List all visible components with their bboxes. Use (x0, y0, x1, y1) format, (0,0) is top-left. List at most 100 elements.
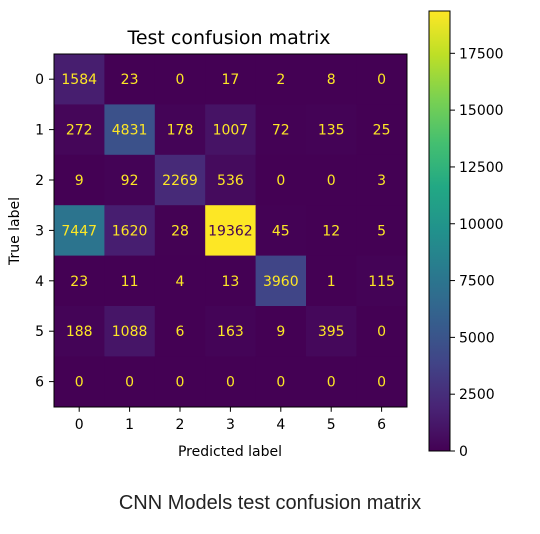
colorbar-tick-label: 7500 (459, 274, 495, 290)
cell-value-label: 0 (276, 173, 285, 189)
cell-value-label: 1088 (112, 324, 148, 340)
cell-value-label: 0 (377, 72, 386, 88)
cell-value-label: 0 (176, 375, 185, 391)
x-axis-label: Predicted label (178, 444, 282, 460)
x-tick-label: 1 (125, 417, 134, 433)
heatmap-cell (205, 154, 257, 206)
cell-value-label: 0 (75, 375, 84, 391)
y-axis-ticks: 0 1 2 3 4 5 6 (35, 72, 54, 391)
cell-value-label: 23 (121, 72, 139, 88)
heatmap-cell (255, 104, 307, 156)
heatmap-cell (205, 356, 257, 408)
heatmap-cells (54, 54, 408, 408)
heatmap-cell (54, 104, 105, 156)
cell-value-label: 1007 (213, 123, 249, 139)
y-tick-label: 3 (35, 223, 44, 239)
heatmap-cell (306, 154, 357, 206)
cell-value-label: 178 (167, 123, 194, 139)
heatmap-cell (104, 306, 156, 357)
heatmap-cell (104, 54, 156, 105)
cell-value-label: 0 (377, 324, 386, 340)
heatmap-cell (306, 356, 357, 408)
heatmap-cell (205, 255, 257, 307)
heatmap-cell (356, 306, 408, 357)
heatmap-cell (255, 154, 307, 206)
cell-value-label: 72 (272, 123, 290, 139)
cell-value-label: 272 (66, 123, 93, 139)
heatmap-cell (104, 104, 156, 156)
colorbar (428, 10, 451, 452)
heatmap-cell (306, 306, 357, 357)
cell-value-label: 0 (125, 375, 134, 391)
heatmap-cell (356, 54, 408, 105)
chart-title: Test confusion matrix (126, 27, 330, 49)
heatmap-cell (205, 205, 257, 257)
heatmap-cell (154, 255, 206, 307)
colorbar-tick-label: 5000 (459, 330, 495, 346)
cell-value-label: 3960 (263, 274, 299, 290)
heatmap-cell (205, 306, 257, 357)
heatmap-cell (54, 154, 105, 206)
heatmap-cell (54, 356, 105, 408)
colorbar-tick-label: 10000 (459, 217, 504, 233)
cell-value-label: 3 (377, 173, 386, 189)
cell-value-label: 0 (377, 375, 386, 391)
cell-value-label: 2 (276, 72, 285, 88)
heatmap-cell (54, 255, 105, 307)
heatmap-cell (104, 356, 156, 408)
cell-value-label: 9 (276, 324, 285, 340)
heatmap-cell (255, 54, 307, 105)
cell-value-label: 17 (221, 72, 239, 88)
cell-value-label: 1584 (61, 72, 97, 88)
heatmap-cell (306, 54, 357, 105)
x-tick-label: 0 (75, 417, 84, 433)
x-tick-label: 5 (327, 417, 336, 433)
colorbar-tick-label: 0 (459, 444, 468, 460)
y-tick-label: 5 (35, 324, 44, 340)
heatmap-cell (104, 205, 156, 257)
cell-value-label: 6 (176, 324, 185, 340)
cell-value-label: 4831 (112, 123, 148, 139)
heatmap-cell (306, 255, 357, 307)
heatmap-cell (154, 104, 206, 156)
cell-value-label: 25 (373, 123, 391, 139)
cell-value-label: 163 (217, 324, 244, 340)
cell-value-label: 7447 (61, 223, 97, 239)
x-axis-ticks: 0 1 2 3 4 5 6 (75, 406, 386, 433)
figure-caption: CNN Models test confusion matrix (118, 492, 422, 514)
cell-value-label: 135 (318, 123, 345, 139)
cell-value-label: 19362 (208, 223, 253, 239)
cell-value-label: 45 (272, 223, 290, 239)
cell-value-label: 395 (318, 324, 345, 340)
cell-value-label: 1 (327, 274, 336, 290)
colorbar-tick-label: 17500 (459, 46, 504, 62)
colorbar-tick-label: 2500 (459, 387, 495, 403)
colorbar-tick-label: 12500 (459, 160, 504, 176)
heatmap-cell (356, 205, 408, 257)
heatmap-cell (104, 154, 156, 206)
cell-value-label: 92 (121, 173, 139, 189)
heatmap-cell (154, 54, 206, 105)
cell-value-label: 0 (226, 375, 235, 391)
cell-value-label: 4 (176, 274, 185, 290)
heatmap-cell (104, 255, 156, 307)
cell-value-label: 536 (217, 173, 244, 189)
x-tick-label: 6 (377, 417, 386, 433)
heatmap-cell (306, 205, 357, 257)
cell-value-label: 1620 (112, 223, 148, 239)
colorbar-ticks: 0 2500 5000 7500 10000 12500 15000 17500 (450, 46, 504, 460)
cell-value-label: 2269 (162, 173, 198, 189)
cell-value-label: 0 (276, 375, 285, 391)
cell-value-label: 12 (322, 223, 340, 239)
heatmap-cell (205, 104, 257, 156)
y-tick-label: 4 (35, 274, 44, 290)
y-tick-label: 2 (35, 173, 44, 189)
heatmap-cell (255, 356, 307, 408)
heatmap-cell (356, 154, 408, 206)
cell-value-label: 9 (75, 173, 84, 189)
x-tick-label: 2 (176, 417, 185, 433)
cell-value-label: 28 (171, 223, 189, 239)
heatmap-cell (54, 306, 105, 357)
heatmap-cell (54, 54, 105, 105)
